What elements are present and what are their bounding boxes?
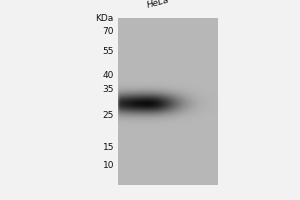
Text: 70: 70 bbox=[103, 27, 114, 36]
Text: HeLa: HeLa bbox=[146, 0, 170, 10]
Text: 35: 35 bbox=[103, 86, 114, 95]
Text: 15: 15 bbox=[103, 144, 114, 152]
Text: 40: 40 bbox=[103, 71, 114, 79]
Text: KDa: KDa bbox=[95, 14, 113, 23]
Text: 10: 10 bbox=[103, 160, 114, 170]
Text: 55: 55 bbox=[103, 47, 114, 56]
Text: 25: 25 bbox=[103, 110, 114, 119]
